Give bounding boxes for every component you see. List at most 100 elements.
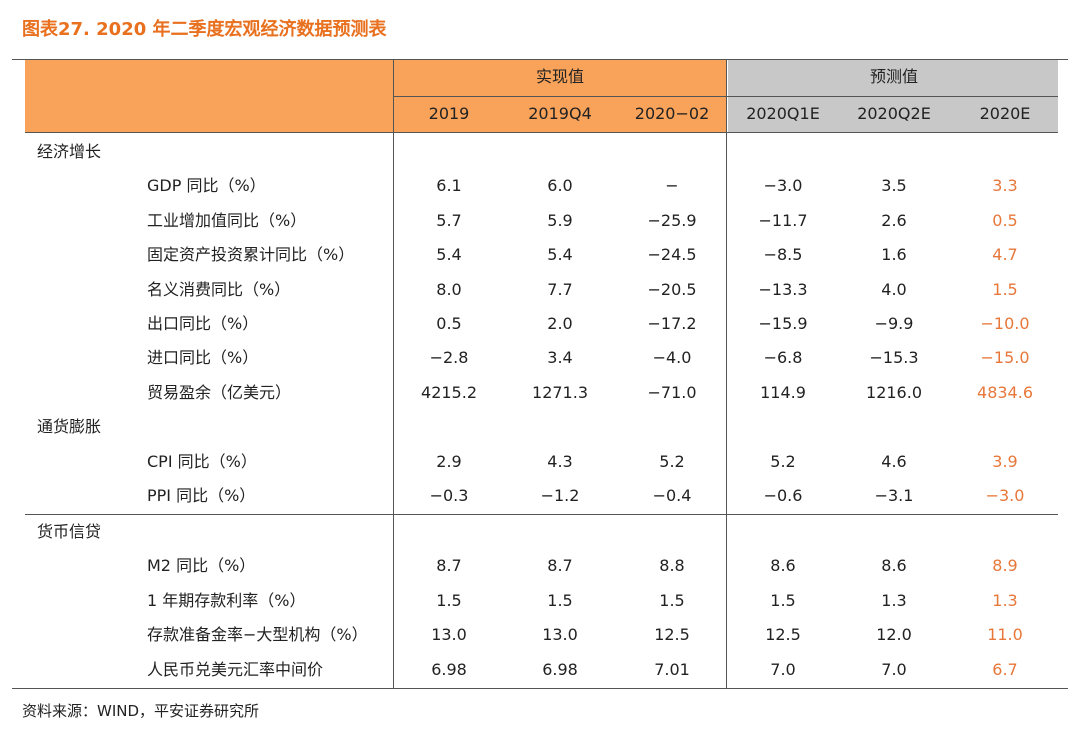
cell: −6.8 bbox=[763, 348, 803, 368]
header-rule bbox=[393, 96, 1058, 97]
cell: 7.01 bbox=[654, 659, 690, 679]
cell: −20.5 bbox=[647, 279, 697, 299]
cell: 3.3 bbox=[992, 176, 1018, 196]
top-rule bbox=[12, 59, 1068, 60]
row-label: 固定资产投资累计同比（%） bbox=[147, 245, 355, 265]
v-rule bbox=[393, 60, 394, 688]
group-header: 实现值 bbox=[535, 67, 585, 86]
row-label: 人民币兑美元汇率中间价 bbox=[147, 659, 324, 679]
cell: −71.0 bbox=[647, 382, 697, 402]
cell: 13.0 bbox=[431, 625, 467, 645]
column-header: 2019 bbox=[428, 104, 470, 123]
cell: 7.0 bbox=[881, 659, 907, 679]
footnote: 资料来源：WIND，平安证券研究所 bbox=[22, 702, 260, 720]
cell: −25.9 bbox=[647, 210, 697, 230]
section-label: 通货膨胀 bbox=[37, 417, 102, 437]
cell: 2.6 bbox=[881, 210, 907, 230]
cell: −15.3 bbox=[869, 348, 919, 368]
cell: 8.7 bbox=[547, 556, 573, 576]
cell: 8.6 bbox=[881, 556, 907, 576]
cell: 8.9 bbox=[992, 556, 1018, 576]
cell: −15.0 bbox=[980, 348, 1030, 368]
cell: 2.0 bbox=[547, 314, 573, 333]
cell: 12.5 bbox=[765, 625, 801, 645]
cell: −3.1 bbox=[874, 486, 914, 505]
bottom-rule bbox=[12, 688, 1068, 689]
cell: 1271.3 bbox=[532, 382, 588, 402]
cell: 1.3 bbox=[881, 590, 907, 610]
cell: 8.0 bbox=[436, 279, 462, 299]
row-label: 工业增加值同比（%） bbox=[147, 210, 307, 230]
title: 图表27. 2020 年二季度宏观经济数据预测表 bbox=[22, 19, 387, 40]
row-label: 进口同比（%） bbox=[147, 348, 259, 368]
cell: 2.9 bbox=[436, 451, 462, 471]
column-header: 2020Q2E bbox=[857, 104, 931, 123]
row-label: 贸易盈余（亿美元） bbox=[147, 382, 292, 402]
cell: 8.6 bbox=[770, 556, 796, 576]
v-rule bbox=[726, 60, 727, 688]
cell: 0.5 bbox=[992, 210, 1018, 230]
cell: 13.0 bbox=[542, 625, 578, 645]
row-label: 存款准备金率−大型机构（%） bbox=[147, 625, 368, 645]
cell: 1.5 bbox=[659, 590, 685, 610]
cell: 1216.0 bbox=[866, 382, 922, 402]
cell: −0.6 bbox=[763, 486, 803, 505]
row-label: CPI 同比（%） bbox=[147, 451, 257, 471]
cell: 7.0 bbox=[770, 659, 796, 679]
cell: 4215.2 bbox=[421, 382, 477, 402]
cell: −24.5 bbox=[647, 245, 697, 265]
cell: −15.9 bbox=[758, 314, 808, 333]
cell: −10.0 bbox=[980, 314, 1030, 333]
cell: 5.7 bbox=[436, 210, 462, 230]
cell: − bbox=[665, 176, 679, 196]
cell: −13.3 bbox=[758, 279, 808, 299]
cell: 4.6 bbox=[881, 451, 907, 471]
cell: 4.7 bbox=[992, 245, 1018, 265]
row-label: 1 年期存款利率（%） bbox=[147, 590, 306, 610]
column-header: 2019Q4 bbox=[528, 104, 592, 123]
cell: 4834.6 bbox=[977, 382, 1033, 402]
cell: 3.9 bbox=[992, 451, 1018, 471]
cell: 6.0 bbox=[547, 176, 573, 196]
section-label: 经济增长 bbox=[37, 142, 102, 161]
cell: −4.0 bbox=[652, 348, 692, 368]
cell: 7.7 bbox=[547, 279, 573, 299]
cell: 6.98 bbox=[431, 659, 467, 679]
cell: 5.4 bbox=[436, 245, 462, 265]
h-rule bbox=[25, 132, 1058, 133]
cell: 5.2 bbox=[659, 451, 685, 471]
cell: 5.9 bbox=[547, 210, 573, 230]
row-label: PPI 同比（%） bbox=[147, 486, 256, 505]
cell: 0.5 bbox=[436, 314, 462, 333]
section-label: 货币信贷 bbox=[37, 522, 102, 541]
cell: −3.0 bbox=[985, 486, 1025, 505]
cell: 5.4 bbox=[547, 245, 573, 265]
cell: −17.2 bbox=[647, 314, 697, 333]
row-label: 出口同比（%） bbox=[147, 314, 259, 333]
cell: −0.4 bbox=[652, 486, 692, 505]
column-header: 2020E bbox=[979, 104, 1031, 123]
cell: −1.2 bbox=[540, 486, 580, 505]
cell: 8.8 bbox=[659, 556, 685, 576]
cell: −2.8 bbox=[429, 348, 469, 368]
cell: 4.3 bbox=[547, 451, 573, 471]
cell: 6.7 bbox=[992, 659, 1018, 679]
cell: 5.2 bbox=[770, 451, 796, 471]
cell: 12.0 bbox=[876, 625, 912, 645]
cell: 8.7 bbox=[436, 556, 462, 576]
cell: 1.5 bbox=[547, 590, 573, 610]
row-label: M2 同比（%） bbox=[147, 556, 256, 576]
column-header: 2020Q1E bbox=[746, 104, 820, 123]
cell: 4.0 bbox=[881, 279, 907, 299]
cell: 3.4 bbox=[547, 348, 573, 368]
cell: −11.7 bbox=[758, 210, 808, 230]
cell: 12.5 bbox=[654, 625, 690, 645]
row-label: 名义消费同比（%） bbox=[147, 279, 291, 299]
column-header: 2020−02 bbox=[634, 104, 710, 123]
row-label: GDP 同比（%） bbox=[147, 176, 266, 196]
cell: −3.0 bbox=[763, 176, 803, 196]
cell: 1.5 bbox=[992, 279, 1018, 299]
cell: 11.0 bbox=[987, 625, 1023, 645]
cell: 1.5 bbox=[436, 590, 462, 610]
